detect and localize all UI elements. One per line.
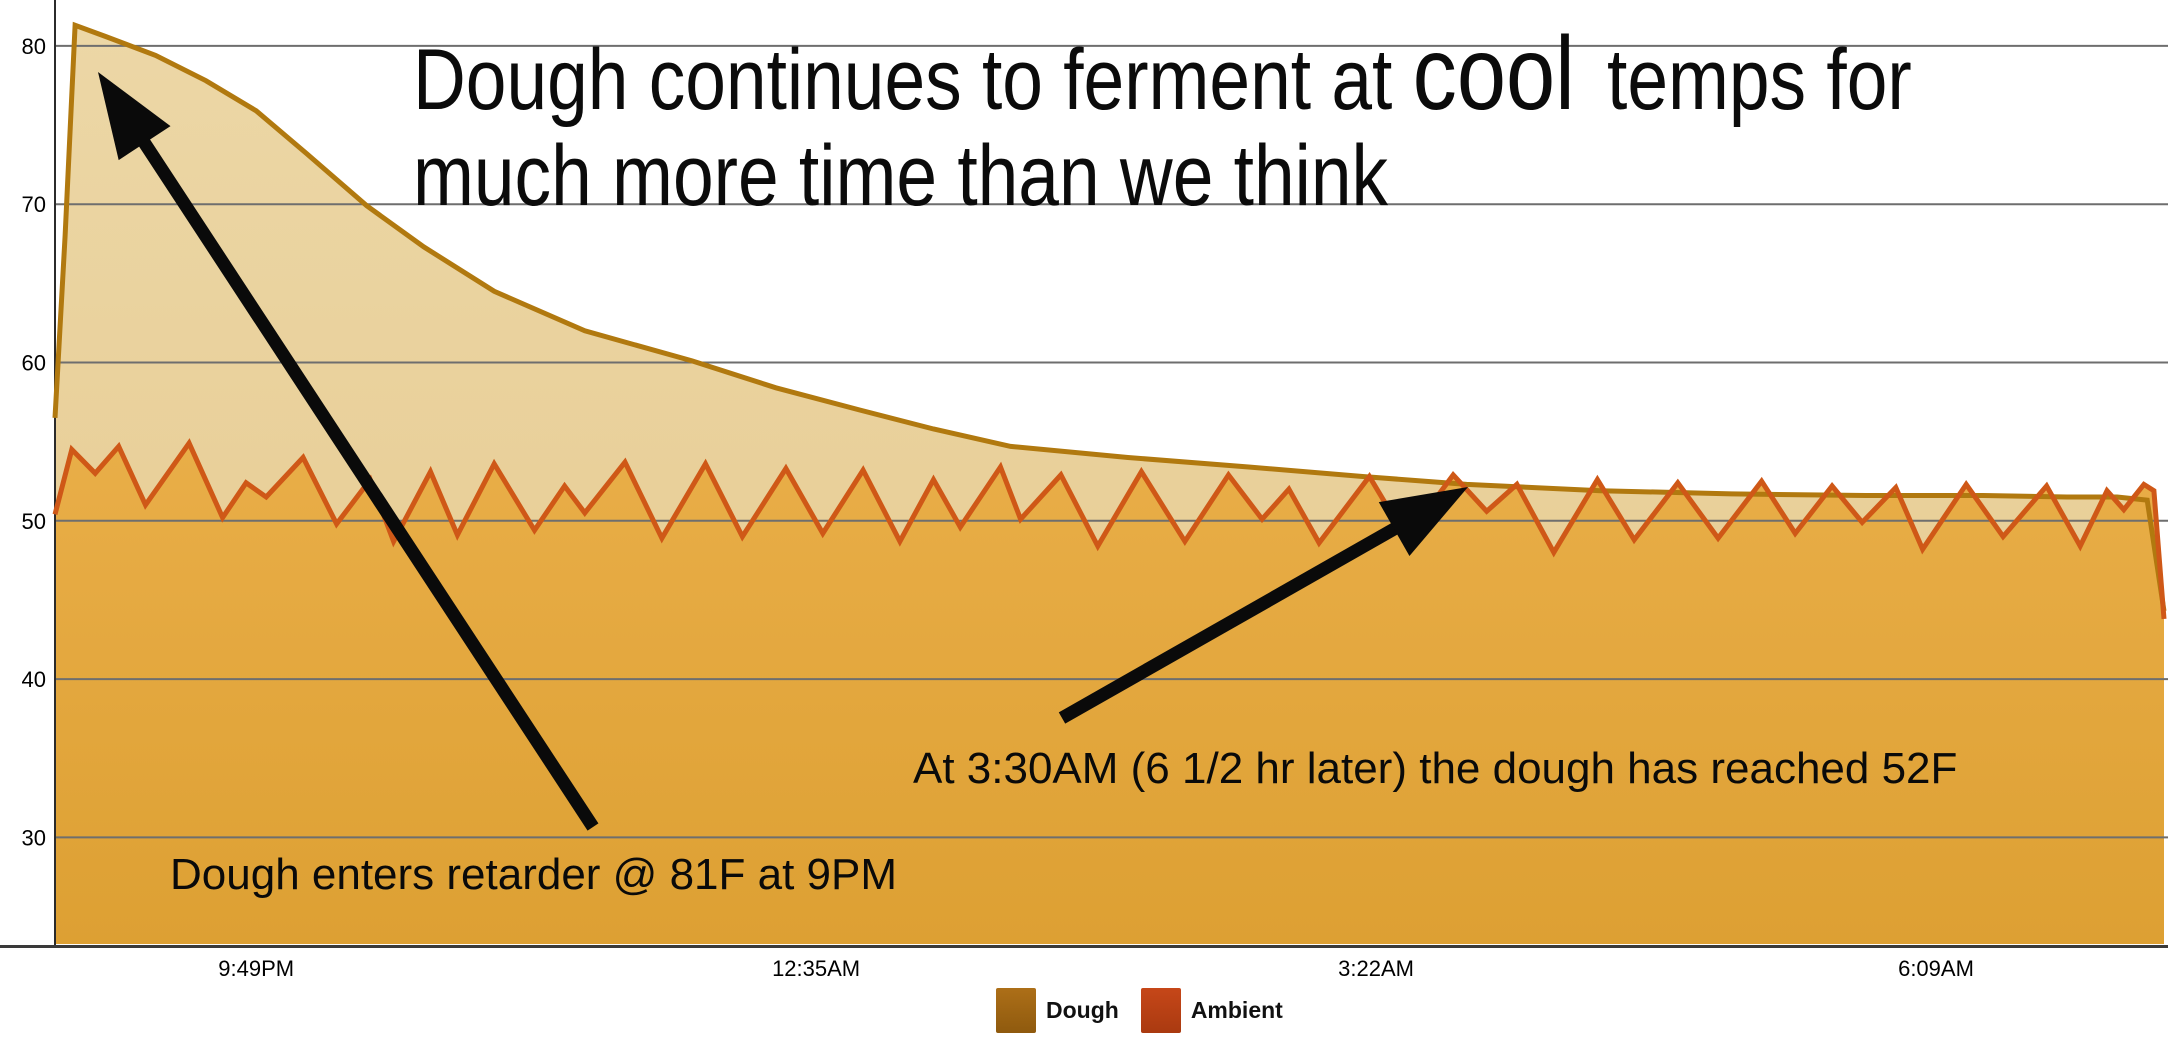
- y-tick-label-80: 80: [22, 34, 46, 59]
- legend-label-ambient: Ambient: [1190, 997, 1283, 1023]
- ambient-line: [52, 438, 2167, 620]
- legend-swatch-ambient: [1140, 988, 1181, 1033]
- annotation-arrow-head-0: [98, 72, 171, 161]
- dough-line: [52, 21, 2167, 612]
- chart-title-emphasis: cool: [1412, 16, 1575, 132]
- x-tick-label: 6:09AM: [1898, 956, 1974, 981]
- y-tick-label-30: 30: [22, 825, 46, 850]
- x-tick-label: 9:49PM: [218, 956, 294, 981]
- annotation-arrow-shaft-0: [135, 134, 599, 831]
- y-tick-label-40: 40: [22, 667, 46, 692]
- y-tick-label-50: 50: [22, 509, 46, 534]
- chart-title-pre: Dough continues to ferment at: [413, 32, 1413, 128]
- y-tick-label-60: 60: [22, 351, 46, 376]
- legend-swatch-dough: [996, 988, 1036, 1033]
- chart-title-post: temps for: [1586, 32, 1912, 128]
- callout-enter-retarder: Dough enters retarder @ 81F at 9PM: [170, 850, 898, 899]
- legend-item-dough: Dough: [996, 988, 1119, 1033]
- legend-label-dough: Dough: [1046, 997, 1119, 1023]
- legend: Dough Ambient: [996, 988, 1283, 1033]
- chart-title-line2: much more time than we think: [413, 128, 1389, 224]
- x-tick-label: 12:35AM: [772, 956, 860, 981]
- legend-item-ambient: Ambient: [1140, 988, 1283, 1033]
- chart-title: Dough continues to ferment at cool temps…: [413, 22, 2113, 224]
- annotation-arrow-shaft-1: [1058, 520, 1403, 724]
- x-tick-label: 3:22AM: [1338, 956, 1414, 981]
- callout-reached-52: At 3:30AM (6 1/2 hr later) the dough has…: [913, 744, 1958, 793]
- y-tick-label-70: 70: [22, 192, 46, 217]
- annotation-arrow-head-1: [1378, 487, 1468, 556]
